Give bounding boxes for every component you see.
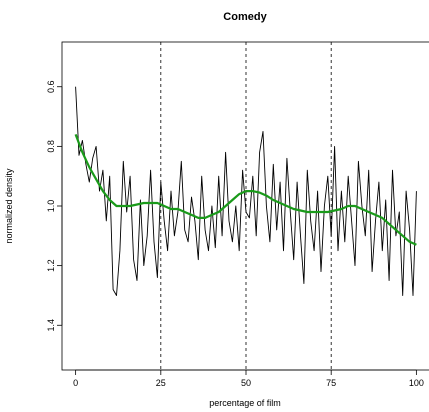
- x-tick-label: 50: [241, 378, 251, 388]
- x-axis: 0 25 50 75 100: [73, 369, 424, 388]
- x-tick-label: 75: [326, 378, 336, 388]
- y-axis-label: normalized density: [4, 168, 14, 244]
- y-tick-label: 0.8: [46, 140, 56, 153]
- x-tick-label: 25: [156, 378, 166, 388]
- y-tick-label: 1.2: [46, 259, 56, 272]
- y-tick-label: 0.6: [46, 80, 56, 93]
- x-axis-label: percentage of film: [209, 398, 281, 408]
- y-axis: 0.6 0.8 1.0 1.2 1.4: [46, 80, 63, 332]
- chart-title: Comedy: [223, 11, 267, 23]
- x-tick-label: 100: [409, 378, 424, 388]
- smoothed-series-line: [74, 134, 417, 246]
- series-layer: [74, 86, 417, 296]
- y-tick-label: 1.4: [46, 319, 56, 332]
- raw-series-line: [75, 86, 417, 296]
- quartile-lines: [160, 42, 332, 370]
- y-tick-label: 1.0: [46, 200, 56, 213]
- x-tick-label: 0: [73, 378, 78, 388]
